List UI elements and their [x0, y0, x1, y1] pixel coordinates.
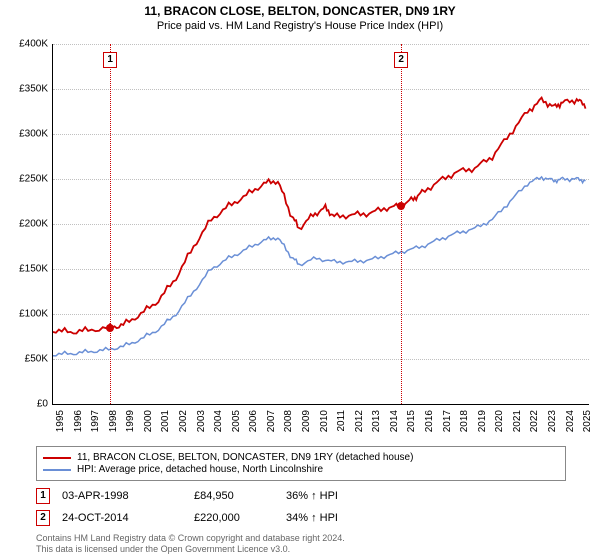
sale-hpi-1: 36% ↑ HPI	[286, 490, 366, 502]
x-tick-label: 1996	[73, 410, 84, 432]
footer-attribution: Contains HM Land Registry data © Crown c…	[36, 533, 345, 556]
sale-dot-1	[106, 324, 114, 332]
legend-swatch-property	[43, 457, 71, 459]
chart-lines-svg	[53, 44, 589, 404]
x-tick-label: 2019	[477, 410, 488, 432]
sale-vline-2	[401, 44, 402, 404]
x-tick-label: 2013	[371, 410, 382, 432]
x-tick-label: 2001	[160, 410, 171, 432]
chart-container: 11, BRACON CLOSE, BELTON, DONCASTER, DN9…	[0, 0, 600, 560]
chart-subtitle: Price paid vs. HM Land Registry's House …	[0, 20, 600, 32]
x-tick-label: 1995	[55, 410, 66, 432]
x-tick-label: 2007	[266, 410, 277, 432]
sale-marker-num-2: 2	[36, 510, 50, 526]
x-tick-label: 2011	[336, 410, 347, 432]
x-tick-label: 2005	[231, 410, 242, 432]
x-tick-label: 2006	[248, 410, 259, 432]
y-tick-label: £0	[37, 399, 48, 410]
x-tick-label: 2012	[354, 410, 365, 432]
x-tick-label: 1998	[108, 410, 119, 432]
x-tick-label: 2014	[389, 410, 400, 432]
y-tick-label: £50K	[25, 354, 48, 365]
x-tick-label: 1999	[125, 410, 136, 432]
series-hpi	[53, 177, 586, 356]
x-tick-label: 2024	[565, 410, 576, 432]
sale-date-2: 24-OCT-2014	[62, 512, 182, 524]
x-tick-label: 1997	[90, 410, 101, 432]
sale-vline-1	[110, 44, 111, 404]
x-tick-label: 2017	[442, 410, 453, 432]
sale-dot-2	[397, 202, 405, 210]
y-tick-label: £250K	[19, 174, 48, 185]
sale-hpi-2: 34% ↑ HPI	[286, 512, 366, 524]
x-tick-label: 2015	[406, 410, 417, 432]
chart-plot-area: 12	[52, 44, 589, 405]
title-block: 11, BRACON CLOSE, BELTON, DONCASTER, DN9…	[0, 4, 600, 32]
x-tick-label: 2009	[301, 410, 312, 432]
legend-swatch-hpi	[43, 469, 71, 471]
sale-flag-1: 1	[103, 52, 117, 68]
legend-label-property: 11, BRACON CLOSE, BELTON, DONCASTER, DN9…	[77, 452, 413, 463]
x-tick-label: 2021	[512, 410, 523, 432]
sale-row-1: 1 03-APR-1998 £84,950 36% ↑ HPI	[36, 488, 366, 504]
x-tick-label: 2004	[213, 410, 224, 432]
x-axis-labels: 1995 1996 1997 1998 1999 2000 2001 2002 2003 2004…	[52, 406, 588, 446]
y-tick-label: £150K	[19, 264, 48, 275]
sale-row-2: 2 24-OCT-2014 £220,000 34% ↑ HPI	[36, 510, 366, 526]
x-tick-label: 2025	[582, 410, 593, 432]
sale-price-2: £220,000	[194, 512, 274, 524]
chart-title: 11, BRACON CLOSE, BELTON, DONCASTER, DN9…	[0, 4, 600, 18]
legend-box: 11, BRACON CLOSE, BELTON, DONCASTER, DN9…	[36, 446, 566, 481]
footer-line-1: Contains HM Land Registry data © Crown c…	[36, 533, 345, 544]
x-tick-label: 2018	[459, 410, 470, 432]
y-tick-label: £350K	[19, 84, 48, 95]
y-tick-label: £200K	[19, 219, 48, 230]
x-tick-label: 2023	[547, 410, 558, 432]
legend-row-property: 11, BRACON CLOSE, BELTON, DONCASTER, DN9…	[43, 452, 559, 463]
legend-label-hpi: HPI: Average price, detached house, Nort…	[77, 464, 323, 475]
legend-row-hpi: HPI: Average price, detached house, Nort…	[43, 464, 559, 475]
x-tick-label: 2000	[143, 410, 154, 432]
x-tick-label: 2020	[494, 410, 505, 432]
sale-price-1: £84,950	[194, 490, 274, 502]
footer-line-2: This data is licensed under the Open Gov…	[36, 544, 345, 555]
sale-marker-num-1: 1	[36, 488, 50, 504]
x-tick-label: 2016	[424, 410, 435, 432]
x-tick-label: 2010	[319, 410, 330, 432]
series-property	[53, 98, 586, 334]
x-tick-label: 2002	[178, 410, 189, 432]
sale-date-1: 03-APR-1998	[62, 490, 182, 502]
y-tick-label: £100K	[19, 309, 48, 320]
sale-flag-2: 2	[394, 52, 408, 68]
x-tick-label: 2003	[196, 410, 207, 432]
y-tick-label: £400K	[19, 39, 48, 50]
y-tick-label: £300K	[19, 129, 48, 140]
x-tick-label: 2022	[529, 410, 540, 432]
x-tick-label: 2008	[283, 410, 294, 432]
